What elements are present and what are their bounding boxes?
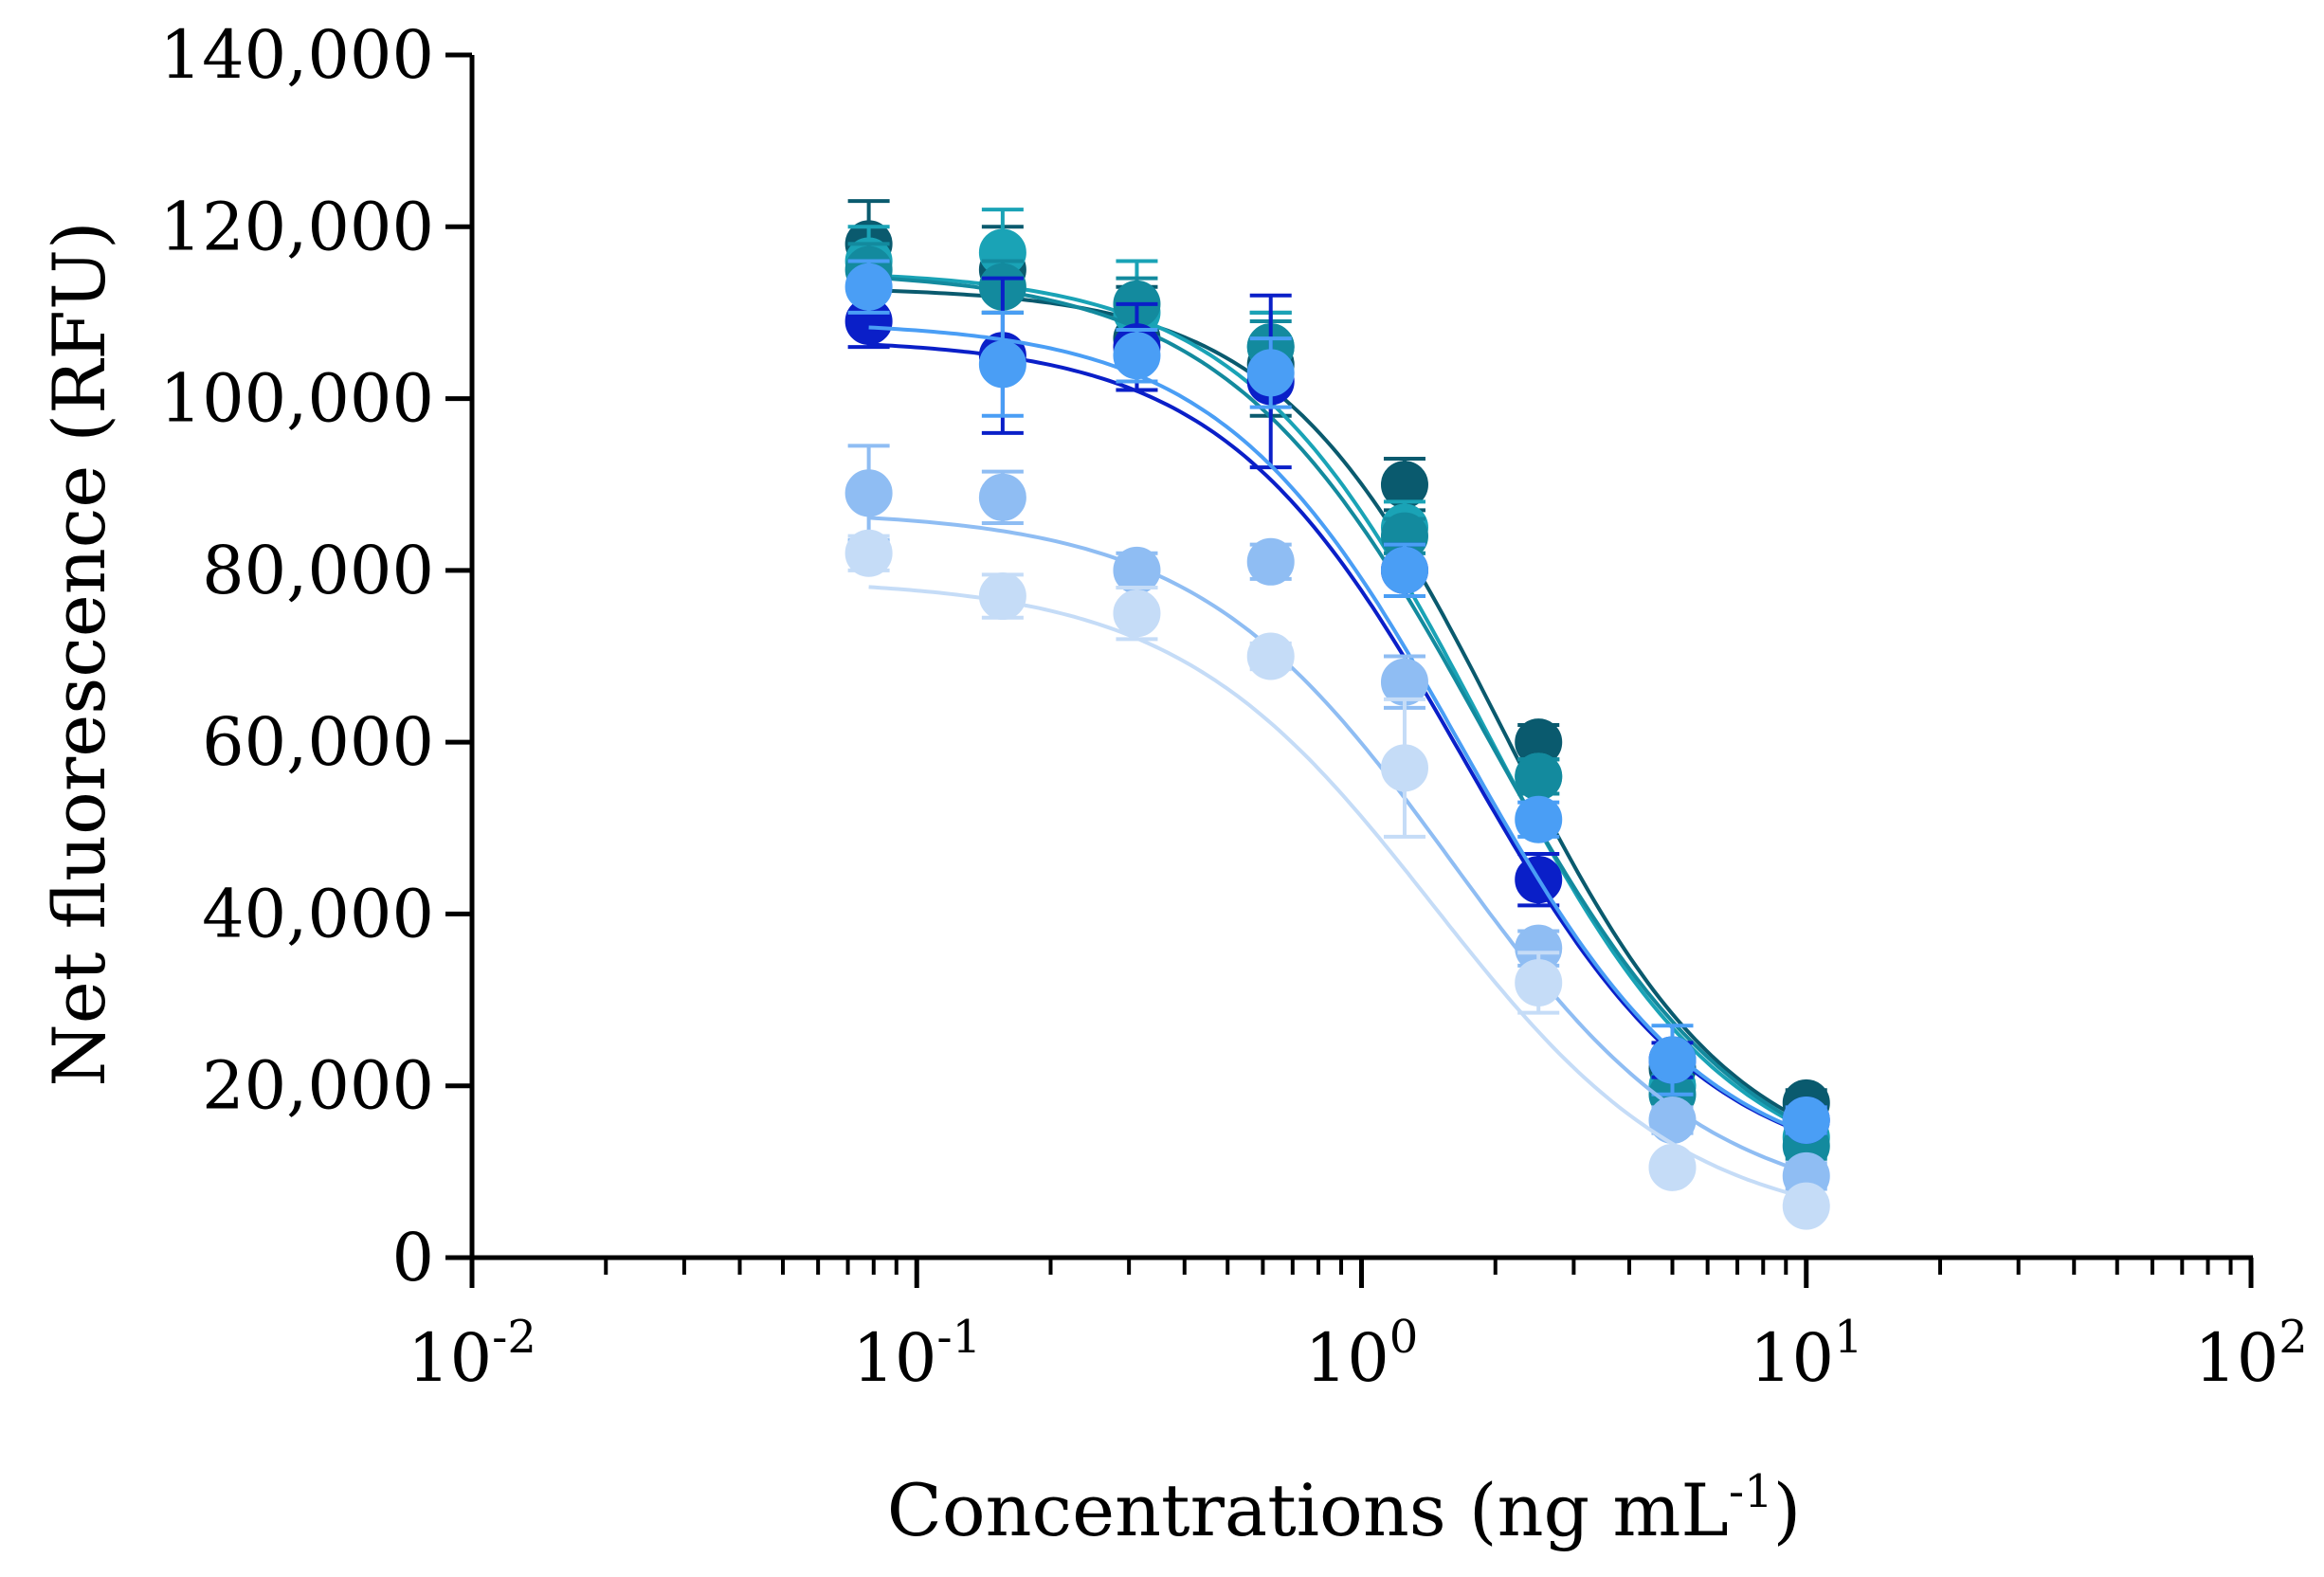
y-tick-label: 60,000	[202, 703, 434, 781]
data-point	[1515, 795, 1563, 843]
x-tick-label: 100	[1305, 1311, 1419, 1397]
fit-curve	[868, 288, 1807, 1124]
data-point	[844, 529, 893, 577]
fit-curve	[868, 325, 1807, 1135]
data-point	[1648, 1036, 1697, 1084]
x-tick-base: 10	[852, 1319, 936, 1397]
data-point	[978, 473, 1026, 521]
x-tick-exponent: -1	[936, 1311, 981, 1364]
series-series-7	[844, 529, 1830, 1230]
data-point	[844, 469, 893, 517]
x-tick-base: 10	[2194, 1319, 2279, 1397]
x-axis-title-superscript: -1	[1729, 1465, 1773, 1518]
x-tick-exponent: -2	[492, 1311, 536, 1364]
data-point	[1380, 546, 1428, 594]
fit-curve	[868, 516, 1807, 1174]
y-axis-title: Net fluorescence (RFU)	[37, 221, 121, 1086]
x-tick-label: 10-2	[408, 1311, 536, 1397]
fit-curve	[868, 275, 1807, 1129]
axes	[445, 52, 2254, 1288]
data-point	[978, 340, 1026, 389]
x-tick-exponent: 1	[1834, 1311, 1863, 1364]
x-axis-title: Concentrations (ng mL-1)	[887, 1465, 1802, 1552]
x-tick-exponent: 2	[2279, 1311, 2308, 1364]
x-axis-title-end: )	[1773, 1468, 1802, 1552]
y-tick-label: 40,000	[202, 875, 434, 952]
x-tick-base: 10	[1750, 1319, 1834, 1397]
data-point	[1782, 1182, 1830, 1230]
y-tick-label: 140,000	[160, 16, 434, 94]
series-layer	[844, 199, 1830, 1230]
x-tick-label: 101	[1750, 1311, 1863, 1397]
data-point	[1648, 1143, 1697, 1191]
data-point	[1113, 332, 1161, 380]
x-tick-base: 10	[408, 1319, 492, 1397]
data-point	[1246, 632, 1295, 680]
y-tick-label: 20,000	[202, 1047, 434, 1125]
y-tick-label: 120,000	[160, 188, 434, 265]
fit-curve	[868, 273, 1807, 1131]
y-tick-label: 100,000	[160, 360, 434, 438]
x-tick-exponent: 0	[1389, 1311, 1419, 1364]
data-point	[1380, 744, 1428, 792]
x-tick-base: 10	[1305, 1319, 1389, 1397]
y-tick-label: 0	[391, 1219, 434, 1296]
x-axis-title-main: Concentrations (ng mL	[887, 1468, 1729, 1552]
data-point	[1515, 958, 1563, 1006]
data-point	[1648, 1096, 1697, 1144]
series-series-5	[844, 259, 1830, 1144]
data-point	[1246, 349, 1295, 397]
y-tick-label: 80,000	[202, 532, 434, 609]
data-point	[1246, 537, 1295, 586]
data-point	[1782, 1096, 1830, 1144]
data-point	[1515, 752, 1563, 801]
data-point	[978, 572, 1026, 621]
series-series-4	[844, 276, 1830, 1144]
data-point	[844, 263, 893, 311]
x-tick-label: 10-1	[852, 1311, 981, 1397]
fit-curve	[868, 585, 1807, 1200]
series-series-6	[844, 444, 1830, 1200]
x-tick-label: 102	[2194, 1311, 2308, 1397]
data-point	[1113, 589, 1161, 638]
tick-labels: 0 20,000 40,000 60,000 80,000 100,000 120,000 1…	[160, 16, 2308, 1397]
